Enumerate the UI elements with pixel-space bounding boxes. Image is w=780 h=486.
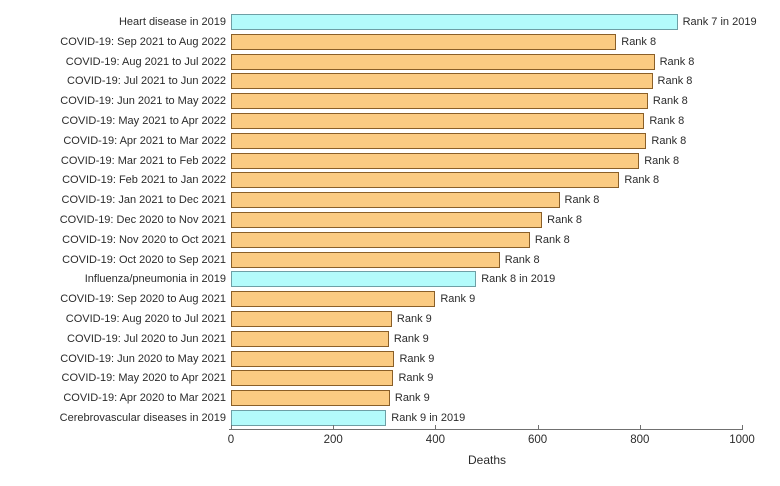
reference-2019-bar [231,271,477,288]
rank-label: Rank 8 [547,214,582,226]
x-axis-line [229,429,743,430]
bar-row: COVID-19: Feb 2021 to Jan 2022 Rank 8 [0,172,780,189]
bar-row: COVID-19: Aug 2020 to Jul 2021 Rank 9 [0,311,780,327]
rank-label: Rank 8 [621,35,657,48]
reference-2019-bar [231,14,678,30]
category-label: COVID-19: May 2020 to Apr 2021 [61,372,226,385]
bar-row: COVID-19: Oct 2020 to Sep 2021 Rank 8 [0,251,780,268]
bar-row: COVID-19: Jun 2021 to May 2022 Rank 8 [0,93,780,110]
bar-row: COVID-19: Jan 2021 to Dec 2021 Rank 8 [0,192,780,209]
rank-label: Rank 9 [399,352,435,365]
category-label: COVID-19: Aug 2021 to Jul 2022 [65,55,226,68]
x-axis-tick-label: 1000 [729,434,755,446]
rank-label: Rank 8 [657,75,693,88]
x-axis-tick [333,425,335,429]
category-label: Heart disease in 2019 [118,16,226,28]
x-axis-tick [537,425,539,429]
category-label: COVID-19: Jan 2021 to Dec 2021 [61,194,226,207]
category-label: Cerebrovascular diseases in 2019 [59,412,226,424]
rank-label: Rank 9 in 2019 [391,412,466,424]
rank-label: Rank 7 in 2019 [682,16,757,28]
rank-label: Rank 8 in 2019 [481,273,556,286]
category-label: COVID-19: Apr 2020 to Mar 2021 [63,392,226,405]
rank-label: Rank 8 [644,154,680,167]
covid-period-bar [231,192,560,209]
bar-row: COVID-19: Aug 2021 to Jul 2022 Rank 8 [0,53,780,70]
category-label: COVID-19: Sep 2020 to Aug 2021 [60,293,226,306]
covid-period-bar [231,350,395,367]
bar-row: COVID-19: Jul 2020 to Jun 2021 Rank 9 [0,330,780,347]
rank-label: Rank 9 [393,332,429,345]
covid-period-bar [231,390,390,407]
rank-label: Rank 9 [398,372,434,385]
covid-period-bar [231,251,500,268]
covid-period-bar [231,33,617,50]
category-label: COVID-19: Dec 2020 to Nov 2021 [59,214,226,226]
rank-label: Rank 9 [396,313,432,325]
bar-row: COVID-19: Sep 2021 to Aug 2022 Rank 8 [0,33,780,50]
x-axis-tick [435,425,437,429]
category-label: COVID-19: Jun 2021 to May 2022 [60,95,226,108]
covid-period-bar [231,370,394,387]
x-axis-tick-label: 800 [630,434,650,446]
x-axis-tick [639,425,641,429]
category-label: COVID-19: Jul 2020 to Jun 2021 [67,332,226,345]
covid-period-bar [231,231,530,248]
covid-period-bar [231,53,655,70]
x-axis-tick [742,425,743,429]
covid-period-bar [231,212,543,228]
x-axis-tick-label: 600 [528,434,548,446]
category-label: COVID-19: Jul 2021 to Jun 2022 [67,75,226,88]
x-axis-tick [231,425,232,429]
covid-period-bar [231,113,645,129]
bar-row: COVID-19: Dec 2020 to Nov 2021 Rank 8 [0,212,780,228]
category-label: COVID-19: Nov 2020 to Oct 2021 [62,233,226,246]
category-label: COVID-19: Aug 2020 to Jul 2021 [65,313,226,325]
bar-row: Cerebrovascular diseases in 2019 Rank 9 i… [0,410,780,426]
rank-label: Rank 8 [649,115,685,127]
category-label: Influenza/pneumonia in 2019 [84,273,226,286]
bar-row: COVID-19: Apr 2021 to Mar 2022 Rank 8 [0,132,780,149]
category-label: COVID-19: Oct 2020 to Sep 2021 [62,253,226,266]
x-axis-tick-label: 400 [425,434,445,446]
category-label: COVID-19: Apr 2021 to Mar 2022 [63,134,226,147]
rank-label: Rank 8 [659,55,695,68]
bar-row: COVID-19: Jul 2021 to Jun 2022 Rank 8 [0,73,780,90]
bar-row: COVID-19: Nov 2020 to Oct 2021 Rank 8 [0,231,780,248]
covid-period-bar [231,291,436,308]
bar-row: COVID-19: Jun 2020 to May 2021 Rank 9 [0,350,780,367]
rank-label: Rank 8 [651,134,687,147]
bar-row: Influenza/pneumonia in 2019 Rank 8 in 201… [0,271,780,288]
bar-row: Heart disease in 2019 Rank 7 in 2019 [0,14,780,30]
x-axis-tick-label: 200 [323,434,343,446]
category-label: COVID-19: Feb 2021 to Jan 2022 [62,174,226,187]
rank-label: Rank 8 [534,233,570,246]
bar-row: COVID-19: May 2021 to Apr 2022 Rank 8 [0,113,780,129]
category-label: COVID-19: Sep 2021 to Aug 2022 [60,35,226,48]
bar-row: COVID-19: Apr 2020 to Mar 2021 Rank 9 [0,390,780,407]
category-label: COVID-19: May 2021 to Apr 2022 [61,115,226,127]
bar-row: COVID-19: Sep 2020 to Aug 2021 Rank 9 [0,291,780,308]
covid-period-bar [231,73,653,90]
x-axis-tick-label: 0 [227,434,235,446]
reference-2019-bar [231,410,387,426]
rank-label: Rank 9 [394,392,430,405]
bar-row: COVID-19: May 2020 to Apr 2021 Rank 9 [0,370,780,387]
bar-row: COVID-19: Mar 2021 to Feb 2022 Rank 8 [0,152,780,169]
covid-period-bar [231,152,640,169]
rank-label: Rank 8 [564,194,600,207]
covid-period-bar [231,172,620,189]
category-label: COVID-19: Jun 2020 to May 2021 [60,352,226,365]
rank-label: Rank 8 [652,95,688,108]
covid-period-bar [231,311,392,327]
rank-label: Rank 8 [624,174,660,187]
rank-label: Rank 8 [504,253,540,266]
covid-period-bar [231,330,389,347]
covid-period-bar [231,132,647,149]
rank-label: Rank 9 [440,293,476,306]
category-label: COVID-19: Mar 2021 to Feb 2022 [60,154,226,167]
x-axis-title: Deaths [467,453,507,467]
covid-period-bar [231,93,648,110]
